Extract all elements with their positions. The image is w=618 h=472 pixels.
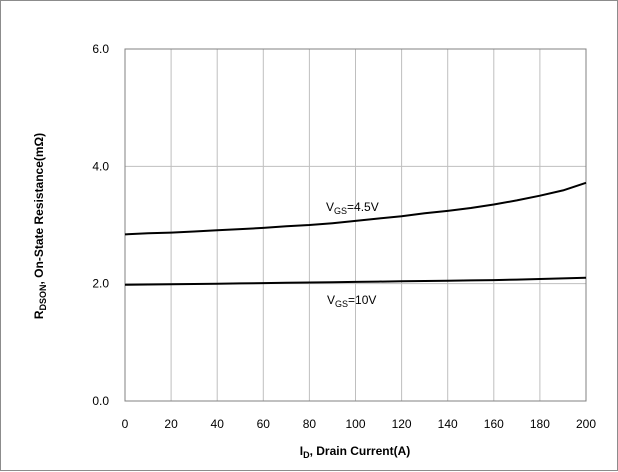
y-tick-label: 4.0: [92, 159, 109, 173]
y-tick-labels: 0.0 2.0 4.0 6.0: [92, 42, 109, 408]
y-axis-title: RDSON, On-State Resistance(mΩ): [32, 133, 48, 319]
x-tick-labels: 0 20 40 60 80 100 120 140 160 180 200: [122, 417, 597, 431]
series-layer: [124, 181, 587, 286]
series-line-0: [124, 181, 587, 236]
x-tick-label: 200: [576, 417, 596, 431]
y-tick-label: 0.0: [92, 394, 109, 408]
y-tick-label: 6.0: [92, 42, 109, 56]
y-tick-label: 2.0: [92, 277, 109, 291]
gridlines: [125, 49, 586, 401]
x-tick-label: 40: [211, 417, 225, 431]
x-tick-label: 140: [438, 417, 458, 431]
x-tick-label: 180: [530, 417, 550, 431]
plot-area: [124, 48, 587, 402]
x-tick-label: 0: [122, 417, 129, 431]
series-label-vgs-10v: VGS=10V: [327, 293, 376, 309]
series-label-vgs-4-5v: VGS=4.5V: [326, 200, 379, 216]
x-tick-label: 80: [303, 417, 317, 431]
x-tick-label: 160: [484, 417, 504, 431]
x-tick-label: 100: [345, 417, 365, 431]
x-tick-label: 60: [257, 417, 271, 431]
x-axis-title: ID, Drain Current(A): [300, 444, 411, 460]
x-tick-label: 120: [392, 417, 412, 431]
series-line-1: [124, 276, 587, 286]
x-tick-label: 20: [164, 417, 178, 431]
